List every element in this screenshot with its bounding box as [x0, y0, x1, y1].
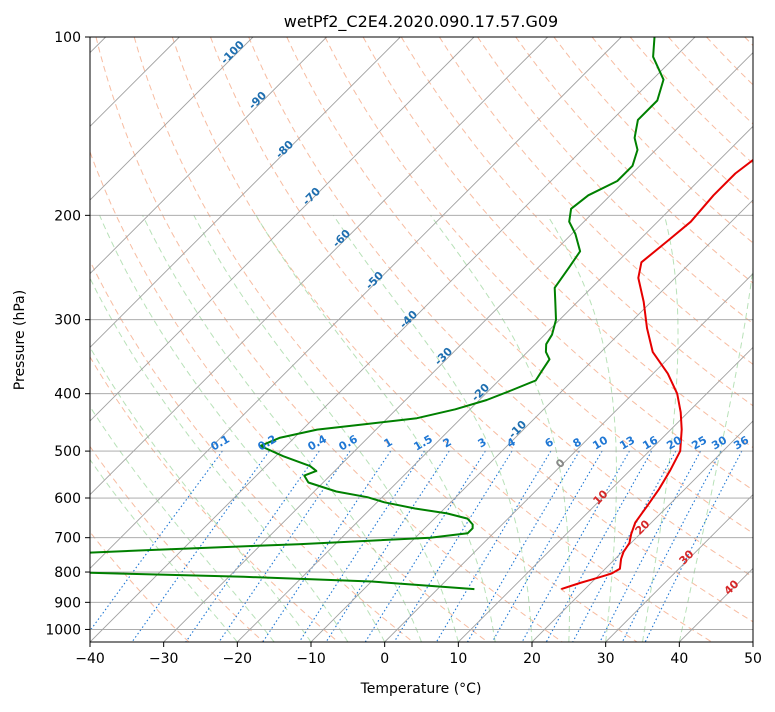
mixing-ratio-label: 8 [571, 435, 584, 450]
x-tick-label: −20 [223, 651, 253, 667]
dry-adiabat-label: -80 [273, 138, 296, 161]
dry-adiabat-label: -30 [432, 345, 455, 368]
dry-adiabat-label: -90 [246, 89, 269, 112]
isotherm [90, 37, 695, 642]
mixing-ratio-label: 13 [617, 434, 637, 453]
mixing-ratio-line [299, 451, 424, 642]
mixing-ratio-label: 2 [441, 435, 454, 450]
x-tick-label: −30 [149, 651, 179, 667]
x-axis-label: Temperature (°C) [360, 681, 482, 697]
y-tick-label: 500 [54, 444, 81, 460]
isotherm [0, 37, 400, 642]
y-tick-label: 800 [54, 565, 81, 581]
dry-adiabat [134, 37, 637, 642]
mixing-ratio-label: 0.2 [256, 432, 279, 453]
x-tick-label: 50 [744, 651, 762, 667]
mixing-ratio-label: 0.4 [306, 432, 330, 453]
dry-adiabat [172, 37, 711, 642]
mixing-ratio-line [436, 451, 551, 642]
mixing-ratio-label: 0.1 [209, 432, 232, 453]
dry-adiabat-label: -70 [300, 185, 323, 208]
mixing-ratio-label: 1.5 [412, 432, 435, 453]
dry-adiabat-label: -50 [363, 269, 386, 292]
isotherm [0, 37, 327, 642]
y-tick-label: 600 [54, 491, 81, 507]
mixing-ratio-line [573, 451, 676, 642]
mixing-ratio-label: 10 [590, 433, 610, 452]
mixing-ratio-label: 36 [731, 433, 751, 452]
moist-adiabat [431, 215, 570, 642]
dry-adiabat-label: -100 [218, 38, 247, 67]
mixing-ratio-line [263, 451, 391, 642]
mixing-ratio-label: 30 [709, 433, 729, 452]
mixing-ratio-line [522, 451, 629, 642]
moist-adiabat [679, 215, 758, 642]
dry-adiabat-label: -60 [330, 227, 353, 250]
dry-adiabat [20, 37, 413, 642]
mixing-ratio-line [468, 451, 580, 642]
moist-adiabat-label: 40 [722, 577, 742, 597]
plot-frame [90, 37, 753, 642]
y-tick-label: 700 [54, 531, 81, 547]
isotherm [679, 37, 775, 642]
moist-adiabat [0, 215, 237, 642]
moist-adiabat-label: 30 [677, 547, 697, 567]
x-tick-label: 20 [523, 651, 541, 667]
moist-adiabat [0, 215, 274, 642]
moist-adiabat-label: 0 [553, 456, 568, 471]
mixing-ratio-label: 3 [476, 435, 489, 450]
dry-adiabat [0, 37, 189, 642]
moist-adiabat-label: 20 [633, 517, 653, 537]
dry-adiabat [707, 37, 775, 642]
x-tick-label: −10 [296, 651, 326, 667]
dry-adiabat [0, 37, 338, 642]
moist-adiabat [333, 215, 532, 642]
isotherm [0, 37, 548, 642]
dry-adiabat [745, 37, 775, 642]
y-tick-label: 400 [54, 387, 81, 403]
dry-adiabat [554, 37, 775, 642]
y-tick-label: 900 [54, 595, 81, 611]
mixing-ratio-label: 0.6 [337, 432, 361, 453]
isotherm [753, 37, 775, 642]
dry-adiabat-label: -40 [397, 308, 420, 331]
mixing-ratio-line [326, 451, 449, 642]
y-tick-label: 100 [54, 30, 81, 46]
x-tick-label: 40 [670, 651, 688, 667]
moist-adiabat-label: 10 [591, 487, 611, 507]
y-tick-label: 200 [54, 208, 81, 224]
x-tick-label: 30 [597, 651, 615, 667]
x-tick-label: 0 [380, 651, 389, 667]
isotherm [458, 37, 775, 642]
y-axis-label: Pressure (hPa) [12, 290, 28, 390]
x-tick-label: −40 [75, 651, 105, 667]
mixing-ratio-line [600, 451, 701, 642]
dry-adiabat-label: -20 [469, 381, 492, 404]
chart-title: wetPf2_C2E4.2020.090.17.57.G09 [284, 12, 558, 32]
isotherm [237, 37, 775, 642]
mixing-ratio-label: 16 [640, 433, 660, 452]
mixing-ratio-line [365, 451, 485, 642]
dewpoint-profile [0, 37, 664, 589]
y-tick-label: 300 [54, 313, 81, 329]
x-tick-label: 10 [449, 651, 467, 667]
y-tick-label: 1000 [45, 622, 81, 638]
isotherm [0, 37, 474, 642]
mixing-ratio-label: 25 [689, 434, 709, 453]
